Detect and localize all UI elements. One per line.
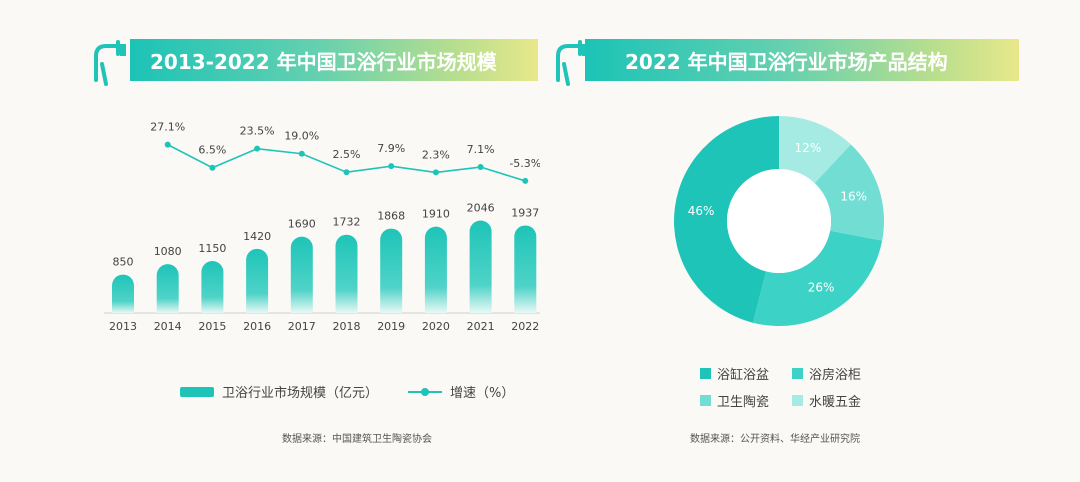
donut-slice (779, 116, 851, 184)
bar (469, 220, 492, 313)
legend-label: 浴缸浴盆 (717, 368, 770, 383)
bar (514, 225, 537, 313)
donut-hole (727, 169, 831, 273)
bar-value-label: 1690 (288, 218, 316, 231)
growth-value-label: 2.3% (422, 148, 450, 161)
right-source-note: 数据来源：公开资料、华经产业研究院 (690, 434, 860, 445)
x-tick-label: 2019 (377, 320, 405, 333)
bar (112, 274, 134, 313)
legend-swatch (700, 395, 711, 406)
product-structure-chart: 46% 26% 16% 12% (673, 116, 884, 326)
bar-value-label: 1868 (377, 210, 405, 223)
bar-value-label: 850 (113, 256, 134, 269)
legend-swatch (792, 395, 803, 406)
right-legend: 浴缸浴盆 浴房浴柜卫生陶瓷 水暖五金 (700, 364, 900, 410)
market-size-chart: 850 2013 1080 2014 1150 2015 1420 2016 1690 2017 1… (104, 121, 540, 333)
growth-point (164, 141, 171, 148)
growth-point (432, 169, 439, 176)
legend-line-label: 增速（%） (450, 386, 515, 401)
x-tick-label: 2020 (422, 320, 450, 333)
legend-label: 卫生陶瓷 (717, 395, 770, 410)
growth-value-label: 7.9% (377, 142, 405, 155)
right-panel: 2022 年中国卫浴行业市场产品结构 46% 26% 16% 12% 浴缸浴盆 浴房浴柜… (540, 0, 1080, 482)
growth-point (298, 150, 305, 157)
bar (246, 248, 269, 313)
bar-value-label: 1080 (154, 245, 182, 258)
legend-swatch (792, 368, 803, 379)
right-chart-title: 2022 年中国卫浴行业市场产品结构 (625, 49, 948, 74)
donut-slice (814, 144, 884, 241)
x-tick-label: 2016 (243, 320, 271, 333)
slice-value-label: 46% (688, 204, 715, 218)
right-title-bar: 2022 年中国卫浴行业市场产品结构 (585, 39, 1019, 81)
bar (201, 261, 224, 313)
growth-value-label: 6.5% (198, 144, 226, 157)
bar-value-label: 1732 (333, 216, 361, 229)
growth-value-label: -5.3% (509, 157, 540, 170)
donut-slice (752, 230, 883, 326)
growth-point (209, 164, 216, 171)
growth-point (522, 177, 529, 184)
bar-value-label: 1420 (243, 230, 271, 243)
x-tick-label: 2014 (154, 320, 182, 333)
bar-value-label: 1150 (198, 242, 226, 255)
growth-value-label: 27.1% (150, 121, 185, 134)
growth-value-label: 2.5% (333, 148, 361, 161)
x-tick-label: 2017 (288, 320, 316, 333)
legend-item: 卫生陶瓷 (700, 391, 792, 410)
left-panel: 2013-2022 年中国卫浴行业市场规模 850 2013 1080 2014 115… (94, 39, 540, 445)
left-chart-title: 2013-2022 年中国卫浴行业市场规模 (150, 49, 497, 74)
growth-point (343, 169, 350, 176)
x-tick-label: 2015 (198, 320, 226, 333)
slice-value-label: 16% (840, 190, 867, 204)
bar (156, 264, 179, 313)
x-tick-label: 2021 (467, 320, 495, 333)
x-tick-label: 2018 (333, 320, 361, 333)
bar (290, 236, 313, 313)
bar (380, 228, 403, 313)
legend-bar-label: 卫浴行业市场规模（亿元） (222, 386, 379, 401)
x-tick-label: 2013 (109, 320, 137, 333)
growth-value-label: 23.5% (240, 125, 275, 138)
bar (424, 226, 447, 313)
legend-label: 浴房浴柜 (809, 368, 862, 383)
growth-point (254, 145, 261, 152)
slice-value-label: 12% (795, 141, 822, 155)
growth-point (388, 163, 395, 170)
bar-value-label: 2046 (467, 202, 495, 215)
bar-value-label: 1937 (511, 206, 539, 219)
slice-value-label: 26% (808, 280, 835, 294)
legend-swatch (700, 368, 711, 379)
legend-item: 浴房浴柜 (792, 364, 892, 383)
legend-bar-swatch (180, 386, 214, 397)
left-title-bar: 2013-2022 年中国卫浴行业市场规模 (130, 39, 538, 81)
growth-value-label: 19.0% (284, 130, 319, 143)
donut-slice (673, 116, 779, 323)
growth-value-label: 7.1% (467, 143, 495, 156)
bar-value-label: 1910 (422, 208, 450, 221)
legend-label: 水暖五金 (809, 395, 862, 410)
legend-item: 水暖五金 (792, 391, 892, 410)
left-legend: 卫浴行业市场规模（亿元） 增速（%） (180, 382, 514, 401)
x-tick-label: 2022 (511, 320, 539, 333)
left-source-note: 数据来源：中国建筑卫生陶瓷协会 (282, 434, 432, 445)
bar (335, 234, 358, 313)
growth-point (477, 164, 484, 171)
legend-item: 浴缸浴盆 (700, 364, 792, 383)
legend-line-swatch (408, 387, 443, 396)
